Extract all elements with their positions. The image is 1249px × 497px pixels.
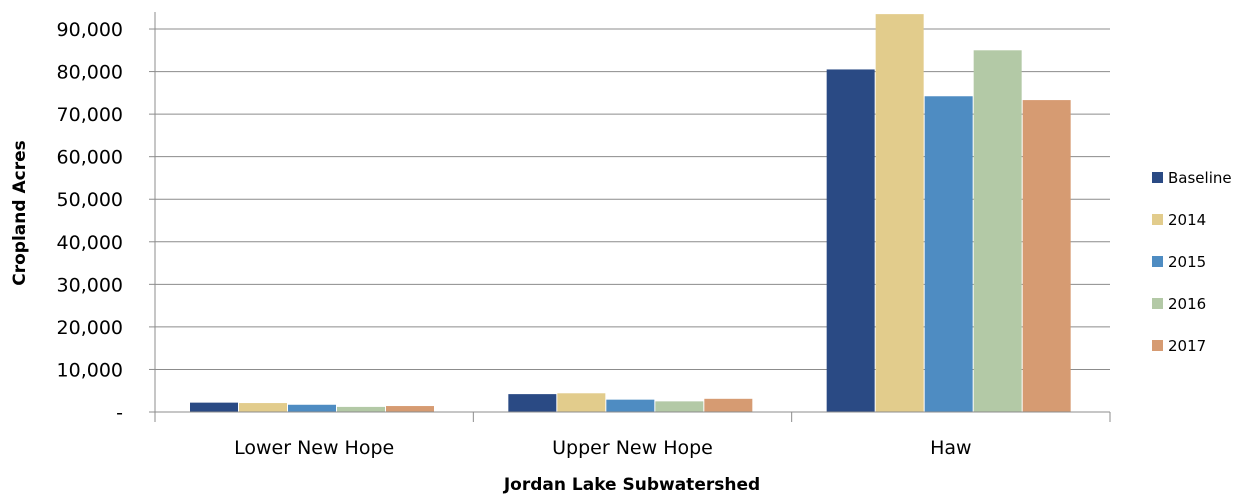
bar-baseline-haw (826, 69, 875, 412)
y-axis-title: Cropland Acres (10, 140, 30, 285)
y-tick-label: 60,000 (57, 147, 123, 169)
legend-swatch-2016 (1152, 298, 1163, 309)
legend-swatch-2017 (1152, 340, 1163, 351)
legend-label: 2016 (1168, 295, 1206, 313)
legend: Baseline 2014 2015 2016 2017 (1152, 169, 1232, 355)
bar-2017-upper-new-hope (704, 398, 753, 412)
x-category-label: Upper New Hope (552, 437, 713, 459)
y-tick-label: 50,000 (57, 189, 123, 211)
y-tick-label: 20,000 (57, 317, 123, 339)
x-axis-title: Jordan Lake Subwatershed (503, 475, 760, 495)
y-tick-label: 30,000 (57, 274, 123, 296)
legend-label: Baseline (1168, 169, 1232, 187)
legend-swatch-2014 (1152, 214, 1163, 225)
y-tick-label: - (116, 402, 123, 424)
bar-2017-lower-new-hope (386, 406, 434, 412)
bar-2016-upper-new-hope (655, 401, 704, 412)
bar-2014-haw (875, 14, 924, 413)
legend-label: 2014 (1168, 211, 1206, 229)
bar-baseline-lower-new-hope (190, 402, 238, 412)
bar-2014-upper-new-hope (557, 393, 606, 412)
bar-2015-haw (924, 96, 973, 413)
x-category-label: Lower New Hope (234, 437, 394, 459)
legend-label: 2015 (1168, 253, 1206, 271)
legend-label: 2017 (1168, 337, 1206, 355)
bar-2015-lower-new-hope (288, 404, 336, 412)
bar-2017-haw (1022, 100, 1071, 412)
axes (149, 12, 1111, 422)
bar-baseline-upper-new-hope (508, 394, 557, 412)
y-tick-label: 70,000 (57, 104, 123, 126)
bar-2016-haw (973, 50, 1022, 412)
legend-swatch-2015 (1152, 256, 1163, 267)
y-tick-label: 80,000 (57, 62, 123, 84)
x-category-labels: Lower New Hope Upper New Hope Haw (234, 437, 971, 459)
y-tick-label: 40,000 (57, 232, 123, 254)
legend-swatch-baseline (1152, 172, 1163, 183)
y-tick-label: 90,000 (57, 19, 123, 41)
y-tick-labels: - 10,000 20,000 30,000 40,000 50,000 60,000 70,… (57, 19, 123, 424)
bars (190, 14, 1071, 413)
y-tick-label: 10,000 (57, 359, 123, 381)
x-category-label: Haw (930, 437, 971, 459)
bar-2015-upper-new-hope (606, 399, 655, 412)
gridlines (155, 28, 1110, 370)
bar-2014-lower-new-hope (239, 403, 287, 412)
bar-2016-lower-new-hope (337, 406, 385, 412)
